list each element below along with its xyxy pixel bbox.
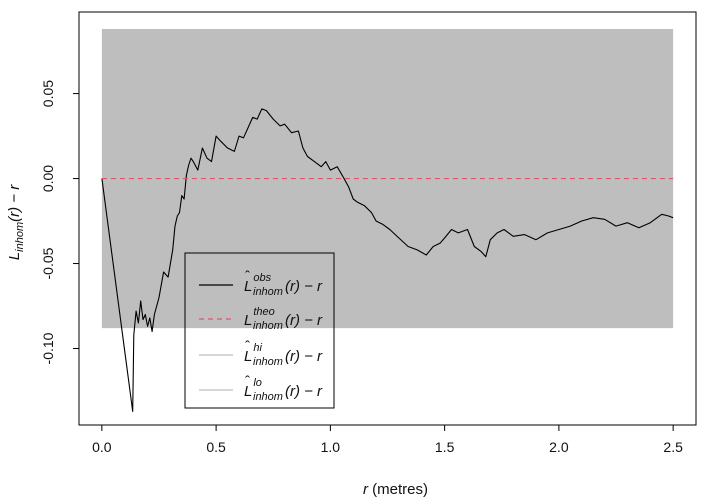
legend-entry-hi: Lhi inhom (r) − rˆ <box>199 338 323 368</box>
x-axis-label: r (metres) <box>363 481 428 498</box>
legend-entry-theo: Ltheo inhom (r) − r <box>199 306 323 332</box>
legend-label: Lobs inhom (r) − r <box>244 272 323 298</box>
legend-label: Lhi inhom (r) − r <box>244 342 323 368</box>
x-tick-label: 2.0 <box>549 439 569 455</box>
x-tick-label: 1.0 <box>321 439 341 455</box>
legend-entry-lo: Llo inhom (r) − rˆ <box>199 373 323 403</box>
legend-hat: ˆ <box>245 338 250 355</box>
legend-box-lower <box>185 328 334 408</box>
y-tick-label: -0.05 <box>40 247 56 279</box>
x-tick-label: 0.5 <box>206 439 226 455</box>
legend-entry-obs: Lobs inhom (r) − rˆ <box>199 268 323 298</box>
legend-hat: ˆ <box>245 373 250 390</box>
legend-label: Ltheo inhom (r) − r <box>244 306 323 332</box>
legend-hat: ˆ <box>245 268 250 285</box>
y-tick-label: -0.10 <box>40 332 56 364</box>
y-axis-label: Linhom(r) − r <box>6 184 26 260</box>
x-tick-label: 1.5 <box>435 439 455 455</box>
y-tick-label: 0.00 <box>40 165 56 192</box>
x-tick-label: 0.0 <box>92 439 112 455</box>
plot-box <box>78 11 697 426</box>
series-obs-line <box>101 108 674 412</box>
legend-label: Llo inhom (r) − r <box>244 377 323 403</box>
x-tick-label: 2.5 <box>663 439 683 455</box>
y-tick-label: 0.05 <box>40 80 56 107</box>
